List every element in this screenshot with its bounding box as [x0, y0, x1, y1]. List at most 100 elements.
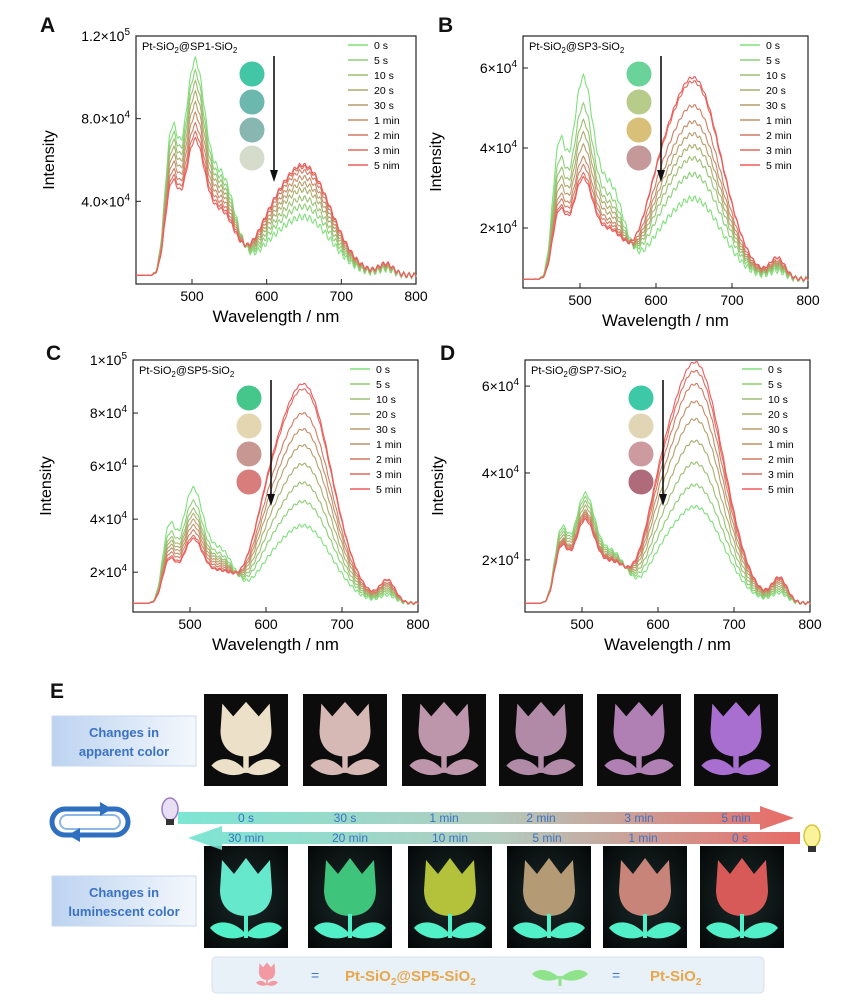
y-tick-label: 4×104	[480, 139, 518, 156]
legend-entry-8: 5 min	[768, 484, 794, 496]
luminescent-label-line1: Changes in	[89, 885, 159, 900]
time-direction-arrowhead	[657, 170, 665, 182]
plot-frame	[132, 359, 419, 613]
series-line-8	[523, 76, 809, 282]
forward-time-label-5: 5 min	[721, 811, 750, 825]
x-tick-label: 500	[570, 616, 594, 632]
series-line-0	[133, 485, 419, 606]
legend-entry-0: 0 s	[766, 40, 780, 52]
series-line-3	[525, 439, 811, 606]
legend-entry-5: 1 min	[376, 439, 402, 451]
apparent-color-banner: Changes in apparent color	[51, 715, 197, 767]
series-line-0	[523, 72, 809, 284]
sample-color-swatch-1	[625, 88, 653, 116]
sample-color-swatch-1	[235, 412, 263, 440]
apparent-color-row	[204, 694, 778, 786]
backward-time-label-0: 30 min	[228, 831, 264, 845]
series-line-8	[133, 382, 419, 605]
tulip-luminescent-stem-2	[414, 914, 486, 939]
forward-time-label-1: 30 s	[334, 811, 357, 825]
tulip-luminescent-5	[716, 858, 768, 916]
x-tick-label: 800	[796, 292, 820, 308]
panel-label-e: E	[50, 680, 65, 703]
legend-entry-1: 5 s	[374, 55, 388, 67]
panel-label-d: D	[440, 342, 456, 365]
y-tick-label: 6×104	[480, 59, 518, 76]
series-line-7	[133, 388, 419, 605]
luminescent-label-line2: luminescent color	[68, 904, 179, 919]
apparent-label-line1: Changes in	[89, 725, 159, 740]
uv-lamp-off-icon	[161, 797, 179, 825]
sample-color-swatch-1	[627, 412, 655, 440]
legend-pt-sio2-sp5: Pt-SiO2@SP5-SiO2	[345, 968, 476, 988]
x-axis-label: Wavelength / nm	[602, 311, 729, 330]
y-tick-label: 2×104	[90, 563, 128, 580]
tulip-luminescent-3	[523, 858, 575, 916]
tulip-luminescent-stem-1	[314, 914, 386, 939]
sample-color-swatch-2	[238, 116, 266, 144]
x-tick-label: 800	[404, 288, 428, 304]
sample-color-swatch-2	[235, 440, 263, 468]
series-line-2	[523, 117, 809, 283]
tulip-luminescent-stem-3	[513, 914, 585, 939]
x-tick-label: 800	[406, 616, 430, 632]
x-axis-label: Wavelength / nm	[604, 635, 731, 654]
panel-label-b: B	[438, 14, 454, 37]
chart-title: Pt-SiO2@SP7-SiO2	[531, 365, 627, 379]
tulip-luminescent-stem-4	[609, 914, 681, 939]
series-line-7	[523, 80, 809, 282]
panel-label-c: C	[46, 342, 62, 365]
legend-entry-3: 20 s	[376, 409, 396, 421]
series-line-1	[525, 483, 811, 606]
series-line-8	[136, 136, 417, 279]
series-line-8	[525, 361, 811, 606]
tulip-apparent-5	[701, 701, 771, 776]
light-bulb-on-icon	[803, 824, 821, 852]
legend-entry-7: 3 min	[374, 145, 400, 157]
x-tick-label: 700	[720, 292, 744, 308]
backward-time-label-5: 0 s	[732, 831, 748, 845]
x-tick-label: 800	[798, 616, 822, 632]
x-tick-label: 700	[330, 288, 354, 304]
plot-frame	[522, 35, 809, 289]
luminescent-color-banner: Changes in luminescent color	[51, 875, 197, 927]
forward-time-label-3: 2 min	[526, 811, 555, 825]
backward-time-label-3: 5 min	[532, 831, 561, 845]
forward-time-label-2: 1 min	[429, 811, 458, 825]
sample-color-swatch-2	[625, 116, 653, 144]
y-axis-label: Intensity	[430, 456, 447, 516]
sample-color-swatch-2	[627, 440, 655, 468]
tulip-apparent-1	[310, 701, 380, 776]
y-tick-label: 8×104	[90, 404, 128, 421]
time-direction-arrowhead	[659, 494, 667, 506]
series-line-4	[133, 444, 419, 606]
series-line-3	[523, 130, 809, 283]
legend-entry-3: 20 s	[768, 409, 788, 421]
legend-pt-sio2: Pt-SiO2	[650, 968, 702, 988]
legend-entry-4: 30 s	[376, 424, 396, 436]
forward-time-label-0: 0 s	[238, 811, 254, 825]
legend-entry-6: 2 min	[768, 454, 794, 466]
y-axis-label: Intensity	[428, 132, 445, 192]
tulip-luminescent-2	[424, 858, 476, 916]
y-axis-label: Intensity	[38, 456, 55, 516]
legend-entry-2: 10 s	[766, 70, 786, 82]
luminescent-color-row	[204, 846, 784, 948]
legend-entry-4: 30 s	[768, 424, 788, 436]
series-line-2	[133, 481, 419, 606]
plot-frame	[135, 35, 417, 285]
x-tick-label: 600	[254, 616, 278, 632]
green-leaf-icon	[532, 969, 588, 986]
time-direction-arrowhead	[267, 494, 275, 506]
sample-color-swatch-3	[625, 144, 653, 172]
legend-entry-2: 10 s	[768, 394, 788, 406]
legend-entry-5: 1 min	[768, 439, 794, 451]
tulip-luminescent-0	[220, 858, 272, 916]
series-line-2	[136, 78, 417, 280]
legend-entry-7: 3 min	[766, 145, 792, 157]
tulip-luminescent-1	[324, 858, 376, 916]
y-axis-label: Intensity	[41, 130, 58, 190]
backward-time-label-2: 10 min	[432, 831, 468, 845]
legend-entry-4: 30 s	[374, 100, 394, 112]
series-line-6	[525, 382, 811, 606]
